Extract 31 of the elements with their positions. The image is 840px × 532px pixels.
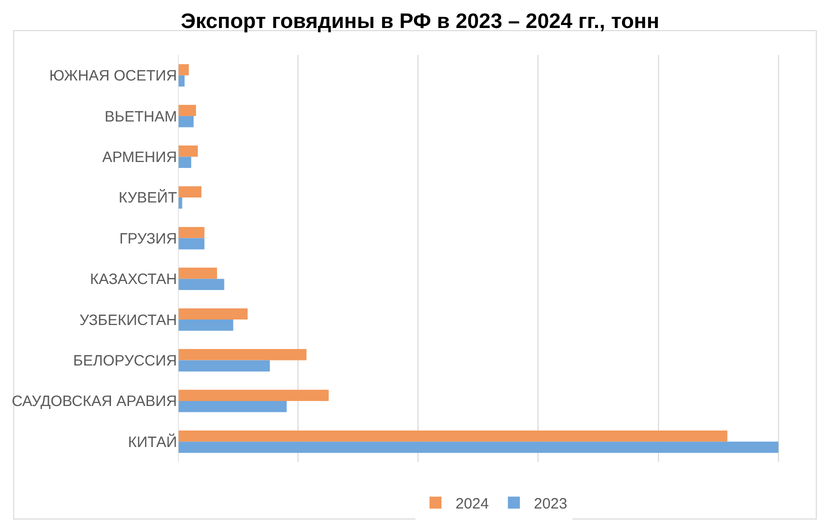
bar bbox=[178, 116, 194, 128]
legend-label: 2023 bbox=[534, 496, 568, 513]
bar bbox=[178, 278, 224, 290]
bar bbox=[178, 308, 248, 320]
bar bbox=[178, 390, 329, 401]
y-tick-label: ГРУЗИЯ bbox=[119, 230, 177, 248]
y-tick-label: ЮЖНАЯ ОСЕТИЯ bbox=[49, 68, 177, 85]
bar bbox=[178, 226, 204, 238]
bar bbox=[178, 186, 202, 198]
bar bbox=[178, 238, 204, 250]
y-tick-label: КИТАЙ bbox=[128, 432, 177, 451]
y-tick-label: УЗБЕКИСТАН bbox=[80, 312, 177, 329]
y-tick-label: КУВЕЙТ bbox=[118, 188, 177, 207]
bar bbox=[178, 360, 270, 372]
y-tick-label: БЕЛОРУССИЯ bbox=[73, 352, 177, 370]
chart-title: Экспорт говядины в РФ в 2023 – 2024 гг., тонн bbox=[180, 10, 660, 33]
legend-label: 2024 bbox=[456, 496, 489, 513]
bar bbox=[178, 156, 192, 168]
y-tick-label: ВЬЕТНАМ bbox=[104, 108, 177, 126]
bar bbox=[178, 104, 196, 116]
bar bbox=[178, 146, 198, 157]
bar bbox=[178, 442, 778, 453]
bar bbox=[178, 400, 287, 412]
bar bbox=[178, 349, 306, 360]
y-tick-label: САУДОВСКАЯ АРАВИЯ bbox=[12, 393, 177, 410]
y-tick-label: АРМЕНИЯ bbox=[102, 149, 177, 166]
bar bbox=[178, 268, 218, 279]
bar bbox=[178, 64, 189, 76]
bar bbox=[178, 430, 728, 442]
y-tick-label: КАЗАХСТАН bbox=[90, 271, 177, 288]
bar bbox=[178, 320, 234, 331]
